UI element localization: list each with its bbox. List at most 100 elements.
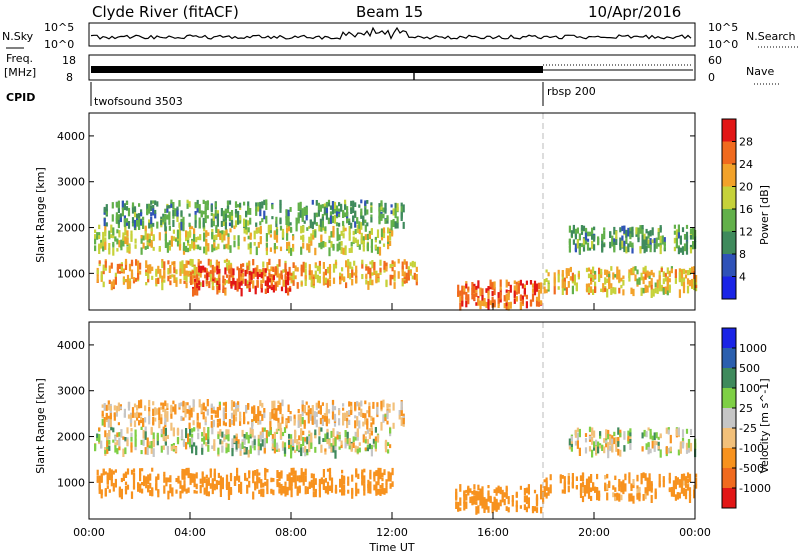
- echo-cell: [335, 211, 339, 217]
- echo-cell: [320, 235, 323, 243]
- echo-cell: [169, 477, 172, 483]
- echo-cell: [213, 443, 216, 451]
- echo-cell: [211, 426, 214, 435]
- echo-cell: [332, 445, 335, 450]
- echo-cell: [305, 215, 308, 221]
- echo-cell: [576, 239, 579, 245]
- echo-cell: [306, 227, 309, 231]
- echo-cell: [210, 421, 213, 428]
- echo-cell: [157, 490, 160, 498]
- echo-cell: [154, 417, 157, 422]
- echo-cell: [216, 218, 219, 227]
- echo-cell: [265, 430, 268, 439]
- echo-cell: [114, 435, 117, 442]
- echo-cell: [140, 399, 143, 409]
- echo-cell: [644, 265, 647, 274]
- echo-cell: [394, 221, 397, 229]
- echo-cell: [131, 217, 135, 224]
- echo-cell: [194, 220, 197, 228]
- echo-cell: [477, 505, 480, 514]
- echo-cell: [665, 446, 668, 455]
- echo-cell: [150, 222, 153, 228]
- echo-cell: [310, 479, 313, 488]
- echo-cell: [114, 272, 117, 279]
- echo-cell: [109, 414, 112, 420]
- echo-cell: [108, 469, 111, 476]
- echo-cell: [238, 282, 241, 290]
- echo-cell: [218, 405, 221, 411]
- echo-cell: [627, 227, 630, 237]
- echo-cell: [640, 288, 643, 296]
- echo-cell: [327, 409, 331, 414]
- echo-cell: [358, 244, 361, 250]
- echo-cell: [104, 430, 107, 438]
- echo-cell: [232, 277, 235, 285]
- echo-cell: [223, 244, 226, 250]
- echo-cell: [278, 482, 281, 489]
- echo-cell: [368, 233, 371, 238]
- echo-cell: [287, 416, 290, 421]
- echo-cell: [623, 431, 626, 436]
- echo-cell: [397, 271, 400, 279]
- echo-cell: [296, 267, 299, 272]
- echo-cell: [140, 247, 143, 255]
- echo-cell: [613, 231, 616, 235]
- echo-cell: [213, 234, 216, 243]
- echo-cell: [175, 280, 178, 287]
- echo-cell: [349, 261, 352, 268]
- echo-cell: [693, 282, 696, 291]
- echo-cell: [519, 295, 522, 300]
- echo-cell: [365, 264, 368, 268]
- echo-cell: [487, 490, 490, 496]
- echo-cell: [319, 204, 322, 212]
- echo-cell: [259, 400, 262, 407]
- echo-cell: [346, 412, 349, 418]
- echo-cell: [367, 479, 370, 486]
- echo-cell: [511, 495, 514, 502]
- echo-cell: [96, 469, 99, 476]
- echo-cell: [312, 274, 315, 279]
- echo-cell: [252, 280, 255, 289]
- cpid-panel: CPID twofsound 3503 rbsp 200: [6, 82, 596, 108]
- echo-cell: [563, 487, 566, 492]
- echo-cell: [678, 271, 681, 280]
- echo-cell: [390, 204, 393, 208]
- echo-cell: [650, 284, 653, 290]
- echo-cell: [263, 199, 266, 206]
- echo-cell: [119, 213, 122, 219]
- echo-cell: [157, 265, 160, 274]
- echo-cell: [320, 224, 323, 232]
- echo-cell: [341, 469, 344, 474]
- echo-cell: [322, 262, 325, 269]
- echo-cell: [197, 244, 200, 250]
- echo-cell: [279, 219, 282, 224]
- echo-cell: [400, 401, 403, 411]
- echo-cell: [228, 419, 232, 428]
- noise-trace: [90, 26, 692, 40]
- echo-cell: [133, 412, 137, 418]
- echo-cell: [102, 240, 105, 247]
- echo-cell: [138, 215, 141, 224]
- echo-cell: [611, 235, 614, 245]
- echo-cell: [596, 473, 599, 480]
- echo-cell: [171, 261, 174, 266]
- echo-cell: [686, 484, 690, 491]
- echo-cell: [213, 245, 216, 251]
- echo-cell: [138, 400, 141, 405]
- echo-cell: [122, 238, 125, 247]
- echo-cell: [676, 492, 679, 496]
- echo-cell: [475, 506, 478, 515]
- echo-cell: [328, 474, 332, 481]
- echo-cell: [382, 399, 385, 408]
- echo-cell: [655, 441, 658, 446]
- echo-cell: [192, 420, 195, 426]
- echo-cell: [259, 209, 262, 217]
- echo-cell: [281, 441, 285, 448]
- echo-cell: [275, 216, 278, 224]
- echo-cell: [175, 269, 178, 275]
- echo-cell: [188, 411, 191, 416]
- echo-cell: [632, 479, 635, 486]
- echo-cell: [236, 266, 239, 271]
- echo-cell: [249, 217, 252, 225]
- echo-cell: [467, 286, 470, 291]
